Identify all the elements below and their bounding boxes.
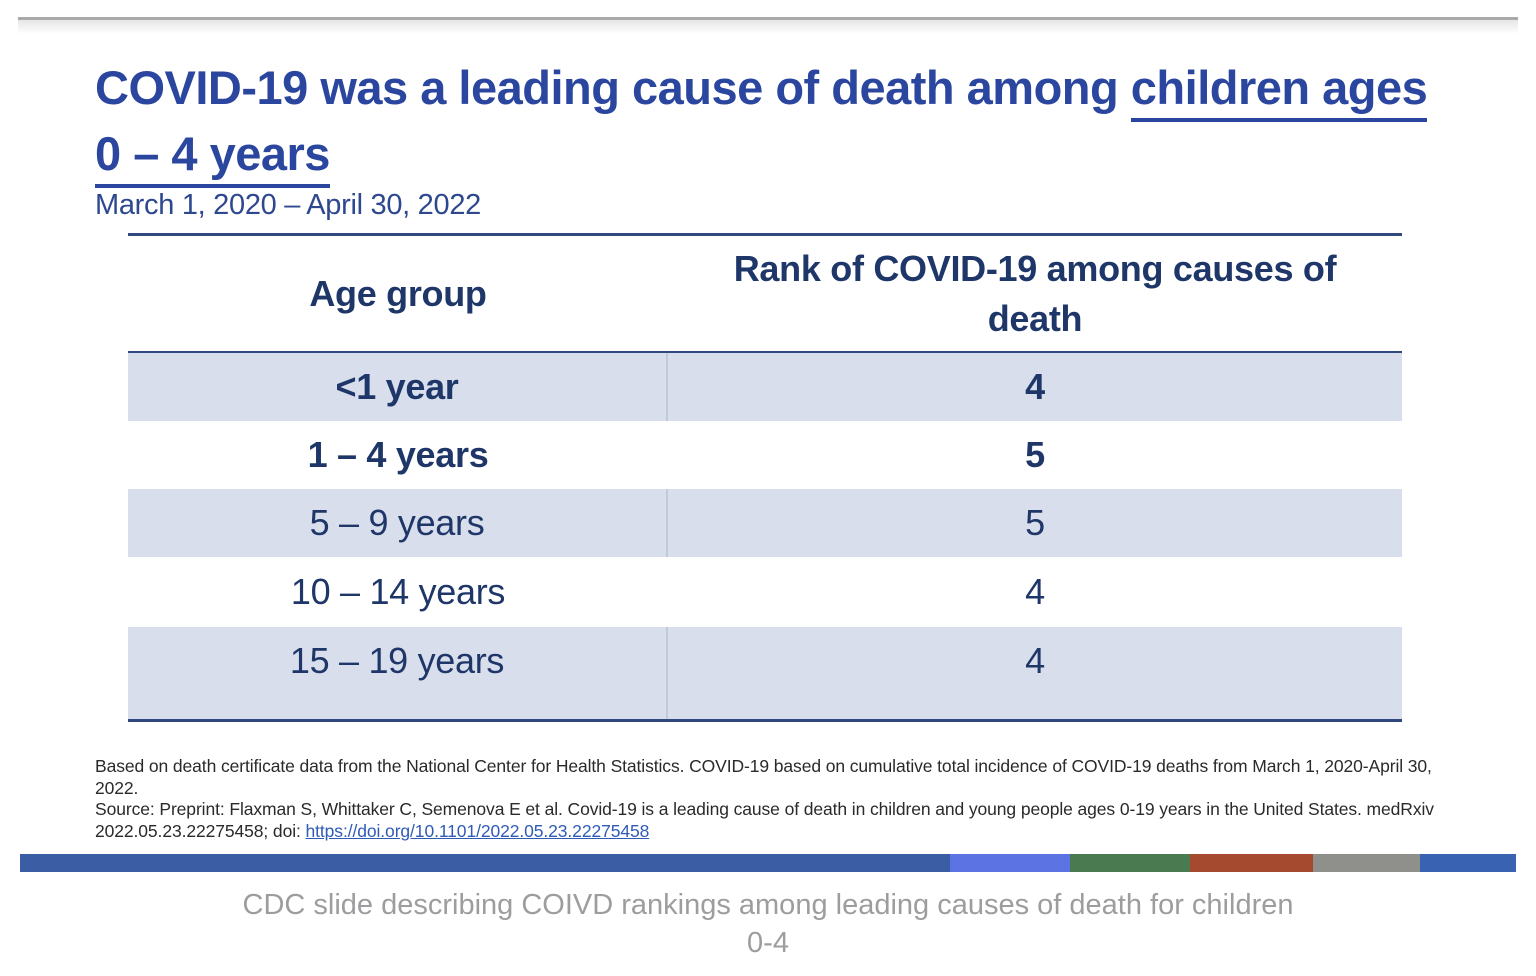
age-group-header: Age group bbox=[309, 272, 487, 314]
image-caption-text: CDC slide describing COIVD rankings amon… bbox=[242, 889, 1294, 959]
accent-bar-segment-main bbox=[20, 854, 950, 872]
page-title: COVID-19 was a leading cause of death am… bbox=[95, 56, 1440, 188]
rank-cell: 4 bbox=[1025, 366, 1045, 407]
footnote-block: Based on death certificate data from the… bbox=[95, 756, 1447, 842]
age-group-cell: 10 – 14 years bbox=[290, 571, 506, 612]
age-group-cell: 1 – 4 years bbox=[307, 434, 489, 475]
rank-cell: 4 bbox=[1025, 571, 1045, 612]
footnote-source-note: Source: Preprint: Flaxman S, Whittaker C… bbox=[95, 799, 1447, 842]
title-underlined-children-ages: children ages bbox=[1130, 62, 1428, 122]
rank-table: Age group Rank of COVID-19 among causes … bbox=[128, 233, 1402, 722]
rank-header: Rank of COVID-19 among causes of death bbox=[668, 236, 1402, 351]
date-range-subtitle: March 1, 2020 – April 30, 2022 bbox=[95, 189, 481, 221]
age-group-cell: 5 – 9 years bbox=[128, 489, 668, 557]
age-group-cell: <1 year bbox=[128, 353, 668, 421]
accent-bar-segment-blue bbox=[1420, 854, 1516, 872]
table-row: 15 – 19 years 4 bbox=[128, 627, 1402, 719]
title-underlined-0-4-years: 0 – 4 years bbox=[95, 128, 330, 188]
accent-bar-segment-periwinkle bbox=[950, 854, 1070, 872]
table-header-row: Age group Rank of COVID-19 among causes … bbox=[128, 236, 1402, 353]
title-line-1: COVID-19 was a leading cause of death am… bbox=[95, 56, 1440, 122]
footnote-data-note: Based on death certificate data from the… bbox=[95, 756, 1432, 798]
doi-link[interactable]: https://doi.org/10.1101/2022.05.23.22275… bbox=[305, 820, 650, 841]
table-row: 1 – 4 years 5 bbox=[128, 421, 1402, 489]
footer-accent-bar bbox=[20, 854, 1516, 872]
image-caption: CDC slide describing COIVD rankings amon… bbox=[0, 886, 1536, 962]
footnote-source-text: Source: Preprint: Flaxman S, Whittaker C… bbox=[95, 799, 1434, 841]
rank-cell: 5 bbox=[1025, 434, 1045, 475]
title-line-2: 0 – 4 years bbox=[95, 122, 1440, 188]
table-row: 10 – 14 years 4 bbox=[128, 557, 1402, 627]
accent-bar-segment-gray bbox=[1313, 854, 1420, 872]
rank-cell: 4 bbox=[1025, 640, 1045, 681]
table-row: <1 year 4 bbox=[128, 353, 1402, 421]
rank-cell: 5 bbox=[1025, 502, 1045, 543]
age-group-cell: 15 – 19 years bbox=[128, 627, 668, 719]
title-plain-text: COVID-19 was a leading cause of death am… bbox=[95, 61, 1119, 114]
accent-bar-segment-brick bbox=[1190, 854, 1313, 872]
top-divider-line bbox=[18, 17, 1518, 34]
table-row: 5 – 9 years 5 bbox=[128, 489, 1402, 557]
accent-bar-segment-green bbox=[1070, 854, 1190, 872]
rank-header-text: Rank of COVID-19 among causes of death bbox=[733, 247, 1337, 339]
